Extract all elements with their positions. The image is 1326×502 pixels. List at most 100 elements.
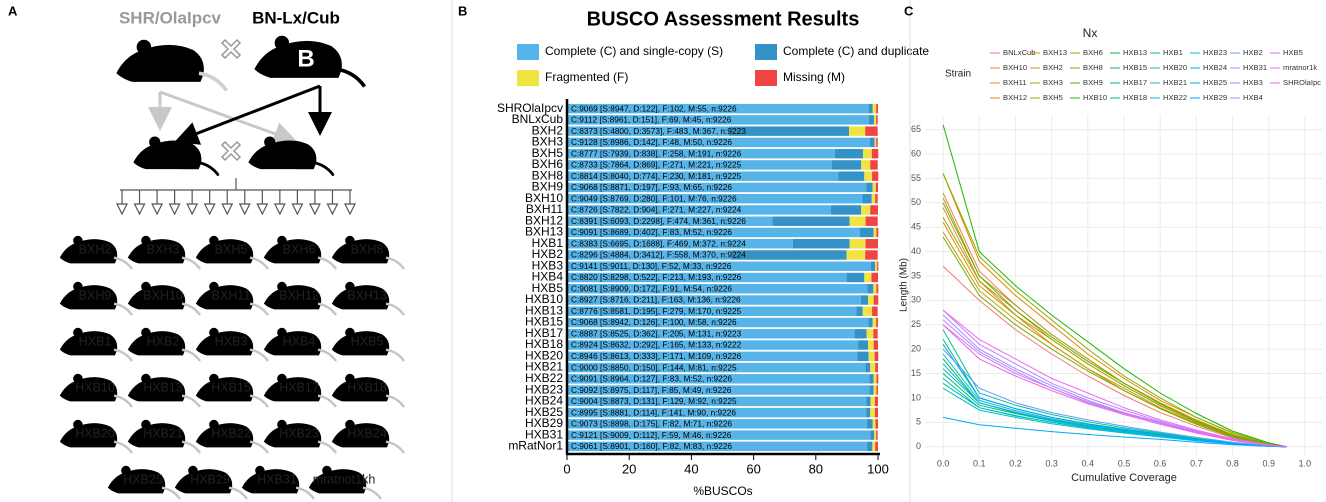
- legend-label: HXB17: [1123, 78, 1147, 87]
- f1-rat: [246, 135, 335, 177]
- bar-segment: [868, 103, 873, 114]
- f1-rat: [131, 135, 220, 177]
- legend-label: HXB25: [1203, 78, 1227, 87]
- strain-label: HXB18: [347, 380, 387, 394]
- bracket-arrowhead: [291, 203, 304, 216]
- legend-label: HXB22: [1163, 93, 1187, 102]
- bar-segment: [873, 340, 878, 350]
- bar-segment: [876, 385, 878, 395]
- legend-label: HXB2: [1243, 48, 1263, 57]
- bar-segment: [567, 182, 867, 193]
- strain-label: HXB17: [279, 380, 319, 394]
- bar-segment: [870, 205, 878, 215]
- bar-label: C:8733 [S:7864, D:869], F:271, M:221, n:…: [571, 160, 742, 170]
- bar-segment: [567, 419, 867, 429]
- bracket-arrowhead: [203, 203, 216, 216]
- bar-segment: [567, 148, 835, 159]
- bar-segment: [874, 396, 878, 407]
- y-tick-label: 0: [916, 441, 921, 451]
- category-label: HXB4: [532, 270, 564, 284]
- x-tick-label: 0.9: [1262, 458, 1275, 468]
- bar-label: C:9004 [S:8873, D:131], F:129, M:92, n:9…: [571, 396, 737, 406]
- category-label: HXB2: [532, 247, 564, 261]
- series-line: [942, 348, 1287, 448]
- bar-segment: [567, 103, 869, 114]
- category-label: HXB3: [532, 258, 564, 272]
- category-label: HXB13: [525, 303, 563, 317]
- series-line: [942, 309, 1287, 448]
- y-tick-label: 35: [911, 270, 921, 280]
- x-tick-label: 0.5: [1118, 458, 1131, 468]
- bar-segment: [875, 182, 878, 193]
- bar-segment: [567, 272, 847, 283]
- x-tick-label: 40: [684, 461, 698, 476]
- bar-segment: [872, 171, 879, 181]
- parent-name: BN-Lx/Cub: [252, 8, 340, 27]
- bracket-arrowhead: [151, 203, 164, 216]
- category-label: BXH13: [525, 225, 563, 239]
- x-tick-label: 0.1: [973, 458, 986, 468]
- bar-segment: [857, 351, 869, 362]
- y-tick-label: 15: [911, 368, 921, 378]
- bar-label: C:8383 [S:6695, D:1688], F:469, M:372, n…: [571, 238, 746, 248]
- bar-label: C:9049 [S:8769, D:280], F:101, M:76, n:9…: [571, 193, 737, 203]
- bar-segment: [876, 103, 878, 114]
- bar-segment: [862, 306, 873, 317]
- bar-segment: [567, 340, 859, 350]
- x-tick-label: 0.2: [1009, 458, 1022, 468]
- bar-segment: [870, 261, 876, 271]
- series-line: [942, 265, 1287, 448]
- series-line: [942, 231, 1287, 448]
- bar-segment: [873, 329, 878, 339]
- bar-segment: [567, 160, 832, 170]
- bar-segment: [873, 385, 877, 395]
- strain-label: HXB2: [147, 334, 180, 348]
- bar-segment: [865, 238, 878, 249]
- category-label: BXH9: [532, 180, 564, 194]
- legend-label: HXB4: [1243, 93, 1263, 102]
- legend-label: BXH10: [1003, 63, 1027, 72]
- legend-label: BXH9: [1083, 78, 1103, 87]
- bar-segment: [858, 340, 869, 350]
- x-tick-label: 0.0: [937, 458, 950, 468]
- bar-segment: [849, 216, 866, 226]
- strain-label: HXB4: [283, 334, 316, 348]
- bar-label: C:9068 [S:8871, D:197], F:93, M:65, n:92…: [571, 182, 732, 192]
- category-label: BXH11: [526, 202, 563, 216]
- bar-segment: [567, 250, 732, 260]
- bracket-arrowhead: [326, 203, 339, 216]
- bar-label: C:9091 [S:8689, D:402], F:83, M:52, n:92…: [571, 227, 732, 237]
- bar-label: C:9073 [S:8898, D:175], F:82, M:71, n:92…: [571, 419, 732, 429]
- bar-segment: [731, 250, 847, 260]
- bar-segment: [567, 295, 861, 305]
- bar-label: C:9069 [S:8947, D:122], F:102, M:55, n:9…: [571, 103, 737, 113]
- category-label: HXB15: [525, 315, 563, 329]
- bar-label: C:8373 [S:4800, D:3573], F:483, M:367, n…: [571, 126, 746, 136]
- strain-label: HXB5: [351, 334, 384, 348]
- bar-segment: [567, 115, 869, 125]
- bar-segment: [792, 238, 850, 249]
- legend-label: HXB29: [1203, 93, 1227, 102]
- strain-label: BXH10: [143, 288, 183, 302]
- bar-segment: [876, 115, 878, 125]
- bar-segment: [869, 385, 874, 395]
- bracket-arrowhead: [273, 203, 286, 216]
- bar-segment: [567, 216, 773, 226]
- strain-label: BXH6: [283, 242, 316, 256]
- bar-segment: [870, 407, 875, 418]
- bar-segment: [854, 329, 867, 339]
- x-tick-label: 80: [809, 461, 823, 476]
- bar-label: C:9141 [S:9011, D:130], F:52, M:33, n:92…: [571, 261, 732, 271]
- bar-segment: [876, 374, 879, 384]
- x-axis-label: Cumulative Coverage: [1071, 472, 1177, 484]
- y-tick-label: 60: [911, 148, 921, 158]
- strain-label: BXH12: [279, 288, 319, 302]
- bar-label: C:8946 [S:8613, D:333], F:171, M:109, n:…: [571, 351, 742, 361]
- bar-label: C:9128 [S:8986, D:142], F:48, M:50, n:92…: [571, 137, 732, 147]
- bar-segment: [866, 182, 873, 193]
- legend-label: HXB15: [1123, 63, 1147, 72]
- bracket-arrowhead: [344, 203, 356, 216]
- cross-symbol: [220, 38, 242, 60]
- bar-segment: [868, 340, 874, 350]
- strain-label: BXH11: [212, 288, 251, 302]
